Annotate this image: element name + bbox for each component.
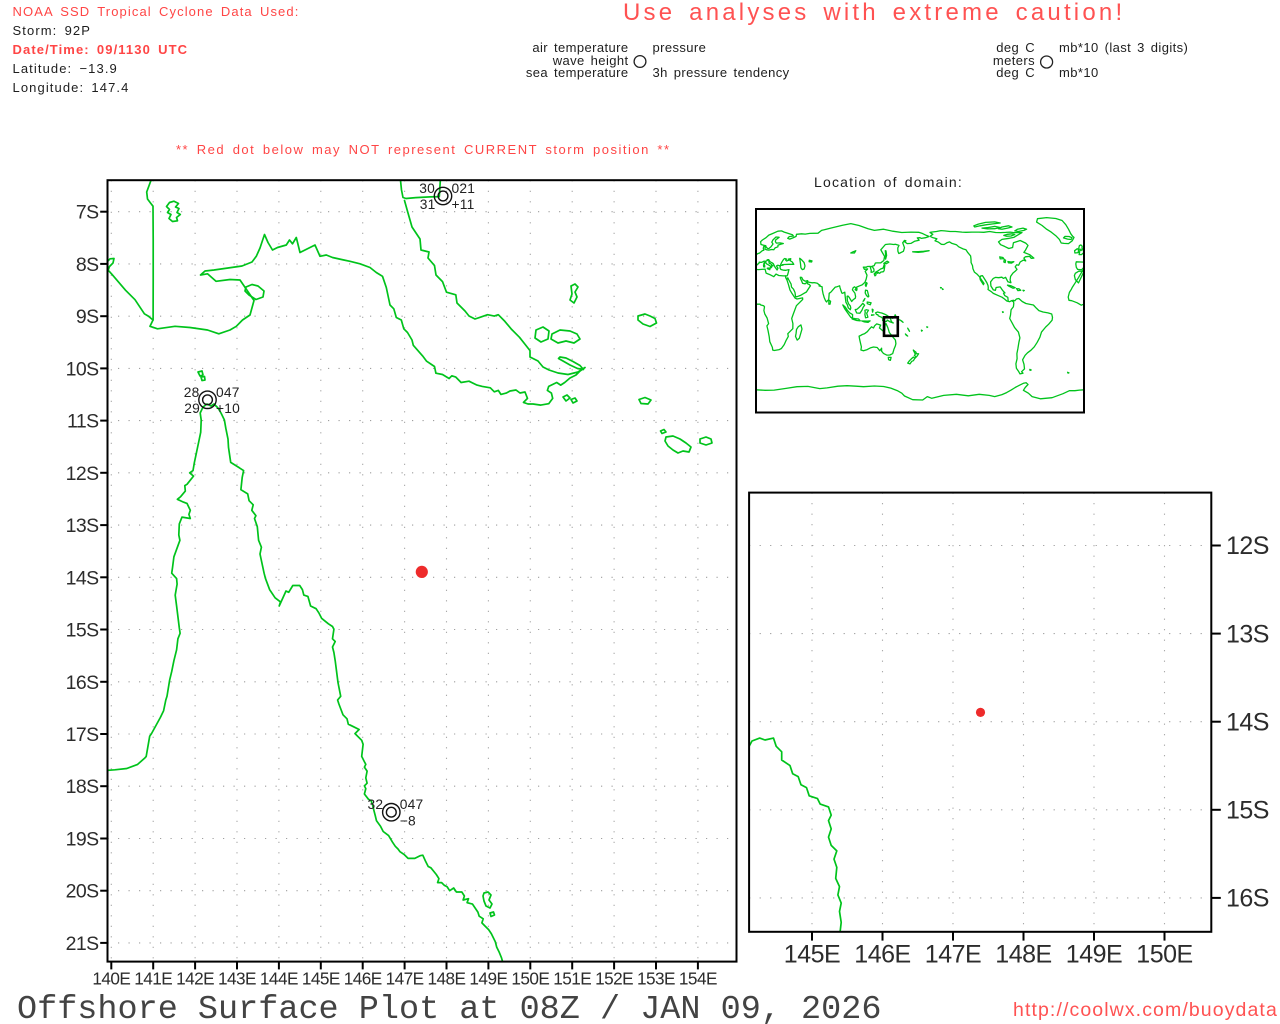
svg-text:145E: 145E (784, 941, 840, 969)
svg-text:13S: 13S (66, 515, 99, 537)
svg-text:14S: 14S (1226, 708, 1269, 736)
svg-text:153E: 153E (637, 969, 675, 989)
svg-text:31: 31 (420, 197, 436, 212)
svg-text:16S: 16S (1226, 885, 1269, 913)
svg-text:+10: +10 (216, 401, 240, 416)
svg-text:148E: 148E (995, 941, 1051, 969)
svg-text:145E: 145E (302, 969, 340, 989)
svg-text:18S: 18S (66, 776, 99, 798)
svg-text:−8: −8 (400, 813, 416, 828)
svg-text:047: 047 (400, 797, 424, 812)
svg-text:146E: 146E (854, 941, 910, 969)
svg-text:12S: 12S (1226, 532, 1269, 560)
svg-text:16S: 16S (66, 672, 99, 694)
svg-text:15S: 15S (1226, 797, 1269, 825)
svg-text:20S: 20S (66, 881, 99, 903)
svg-text:13S: 13S (1226, 620, 1269, 648)
svg-text:140E: 140E (92, 969, 130, 989)
svg-text:154E: 154E (679, 969, 717, 989)
svg-text:21S: 21S (66, 933, 99, 955)
svg-text:151E: 151E (553, 969, 591, 989)
svg-text:9S: 9S (76, 306, 99, 328)
svg-text:152E: 152E (595, 969, 633, 989)
svg-text:30: 30 (419, 181, 435, 196)
svg-text:150E: 150E (1136, 941, 1192, 969)
svg-text:148E: 148E (428, 969, 466, 989)
svg-text:7S: 7S (76, 202, 99, 224)
svg-text:142E: 142E (176, 969, 214, 989)
svg-text:143E: 143E (218, 969, 256, 989)
svg-text:19S: 19S (66, 829, 99, 851)
svg-text:147E: 147E (925, 941, 981, 969)
svg-text:10S: 10S (66, 358, 99, 380)
svg-text:149E: 149E (1066, 941, 1122, 969)
svg-text:12S: 12S (66, 463, 99, 485)
svg-text:144E: 144E (260, 969, 298, 989)
svg-text:+11: +11 (452, 197, 475, 212)
svg-text:146E: 146E (344, 969, 382, 989)
svg-text:141E: 141E (134, 969, 172, 989)
svg-text:047: 047 (216, 385, 240, 400)
svg-text:17S: 17S (66, 724, 99, 746)
svg-text:28: 28 (184, 385, 200, 400)
svg-text:147E: 147E (386, 969, 424, 989)
svg-text:32: 32 (368, 797, 384, 812)
svg-text:8S: 8S (76, 254, 99, 276)
svg-text:021: 021 (452, 181, 476, 196)
svg-text:11S: 11S (67, 411, 99, 433)
svg-text:150E: 150E (511, 969, 549, 989)
svg-text:14S: 14S (66, 567, 99, 589)
svg-text:15S: 15S (66, 620, 99, 642)
svg-text:149E: 149E (469, 969, 507, 989)
svg-text:29: 29 (184, 401, 200, 416)
